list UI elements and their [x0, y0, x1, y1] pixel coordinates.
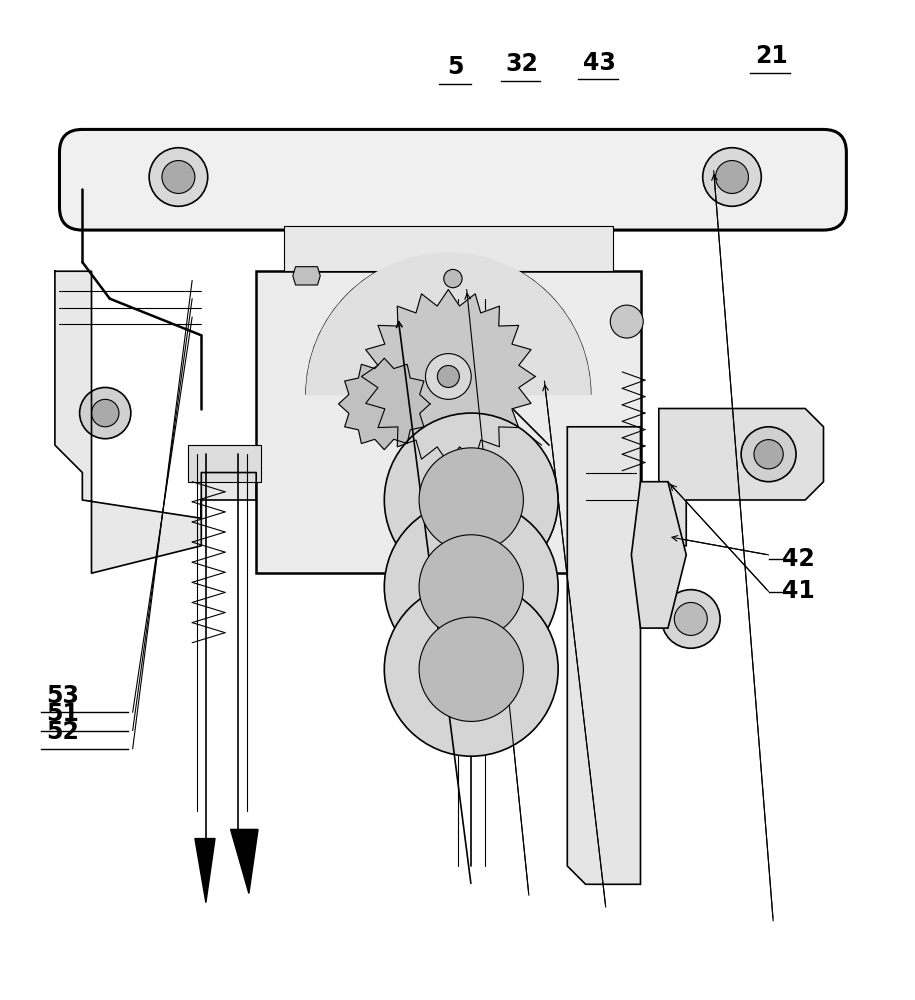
Polygon shape: [361, 290, 535, 463]
Circle shape: [419, 617, 523, 721]
Circle shape: [741, 427, 796, 482]
Polygon shape: [188, 445, 261, 482]
FancyBboxPatch shape: [256, 271, 640, 573]
Polygon shape: [567, 427, 640, 884]
Circle shape: [662, 590, 720, 648]
Circle shape: [674, 602, 707, 635]
Circle shape: [92, 399, 119, 427]
Circle shape: [384, 500, 558, 674]
Polygon shape: [339, 358, 430, 450]
Circle shape: [419, 448, 523, 552]
Text: 32: 32: [505, 52, 538, 76]
Circle shape: [610, 305, 643, 338]
Circle shape: [80, 387, 131, 439]
Text: 52: 52: [46, 720, 79, 744]
Text: 51: 51: [46, 702, 79, 726]
Polygon shape: [576, 774, 631, 829]
Polygon shape: [631, 482, 686, 628]
Circle shape: [384, 582, 558, 756]
Circle shape: [716, 161, 748, 193]
Polygon shape: [293, 267, 320, 285]
Polygon shape: [307, 253, 590, 395]
Circle shape: [444, 269, 462, 288]
Circle shape: [425, 354, 471, 399]
Circle shape: [384, 413, 558, 587]
Text: 21: 21: [755, 44, 788, 68]
Circle shape: [419, 535, 523, 639]
Circle shape: [162, 161, 195, 193]
Circle shape: [437, 365, 459, 387]
Text: 42: 42: [782, 547, 815, 571]
Circle shape: [754, 440, 783, 469]
Text: 41: 41: [782, 579, 815, 603]
Text: 53: 53: [46, 684, 79, 708]
Polygon shape: [284, 226, 613, 271]
Polygon shape: [659, 408, 824, 546]
Polygon shape: [195, 839, 215, 903]
Text: 43: 43: [583, 51, 616, 75]
Text: 5: 5: [447, 55, 464, 79]
FancyBboxPatch shape: [59, 129, 846, 230]
Circle shape: [703, 148, 761, 206]
Polygon shape: [55, 271, 256, 573]
Circle shape: [149, 148, 208, 206]
Polygon shape: [576, 665, 631, 720]
Polygon shape: [231, 829, 258, 893]
